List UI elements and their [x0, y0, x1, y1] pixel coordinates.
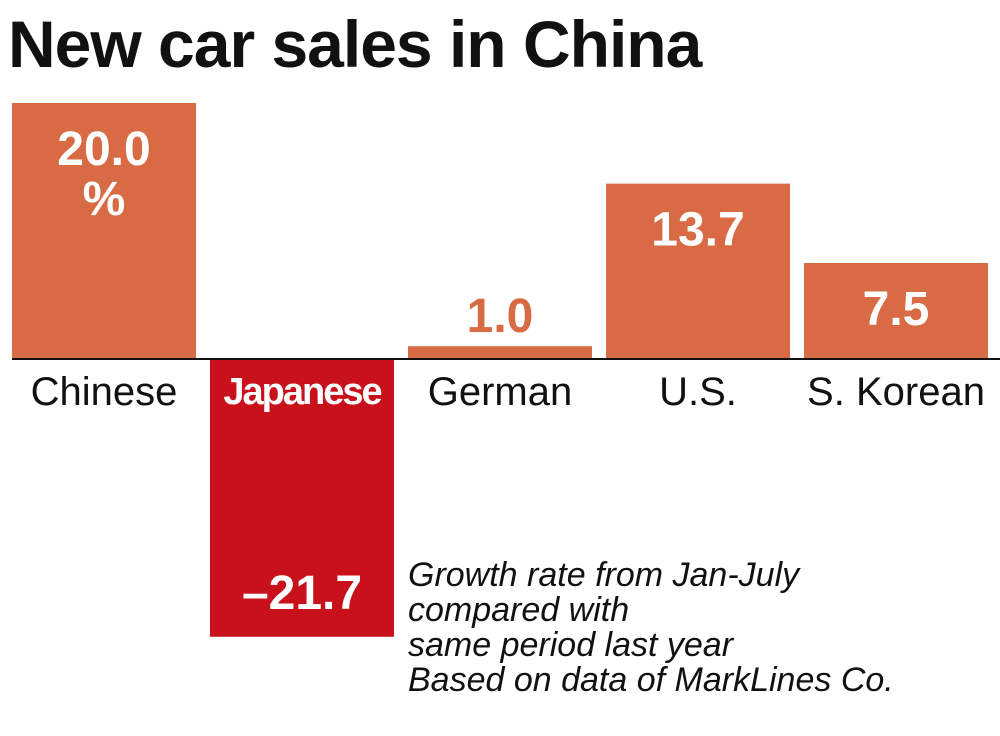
footnote: Growth rate from Jan-July compared with … [408, 558, 894, 698]
bar-german [408, 346, 592, 359]
category-label-japanese: Japanese [223, 371, 381, 413]
footnote-line-1: Growth rate from Jan-July [408, 556, 800, 594]
value-label-japanese: –21.7 [242, 567, 362, 620]
footnote-line-3: same period last year [408, 626, 734, 664]
category-label-u-s: U.S. [659, 370, 737, 414]
labels: 20.0% Chinese –21.7 Japanese 1.0 German 13.7 U.… [31, 123, 985, 620]
chart-title: New car sales in China [8, 7, 702, 81]
value-label-u-s: 13.7 [651, 204, 744, 257]
footnote-line-2: compared with [408, 591, 630, 629]
value-label-german: 1.0 [467, 290, 534, 343]
value-label-chinese: 20.0 [57, 123, 150, 176]
footnote-line-4: Based on data of MarkLines Co. [408, 661, 894, 699]
bar-japanese [210, 359, 394, 637]
category-label-german: German [428, 370, 573, 414]
unit-label: % [83, 173, 126, 226]
bar-s-korean [804, 263, 988, 359]
bar-u-s [606, 183, 790, 359]
category-label-chinese: Chinese [31, 370, 178, 414]
bar-chinese [12, 103, 196, 359]
bars [12, 103, 988, 637]
category-label-s-korean: S. Korean [807, 370, 985, 414]
value-label-s-korean: 7.5 [863, 283, 930, 336]
